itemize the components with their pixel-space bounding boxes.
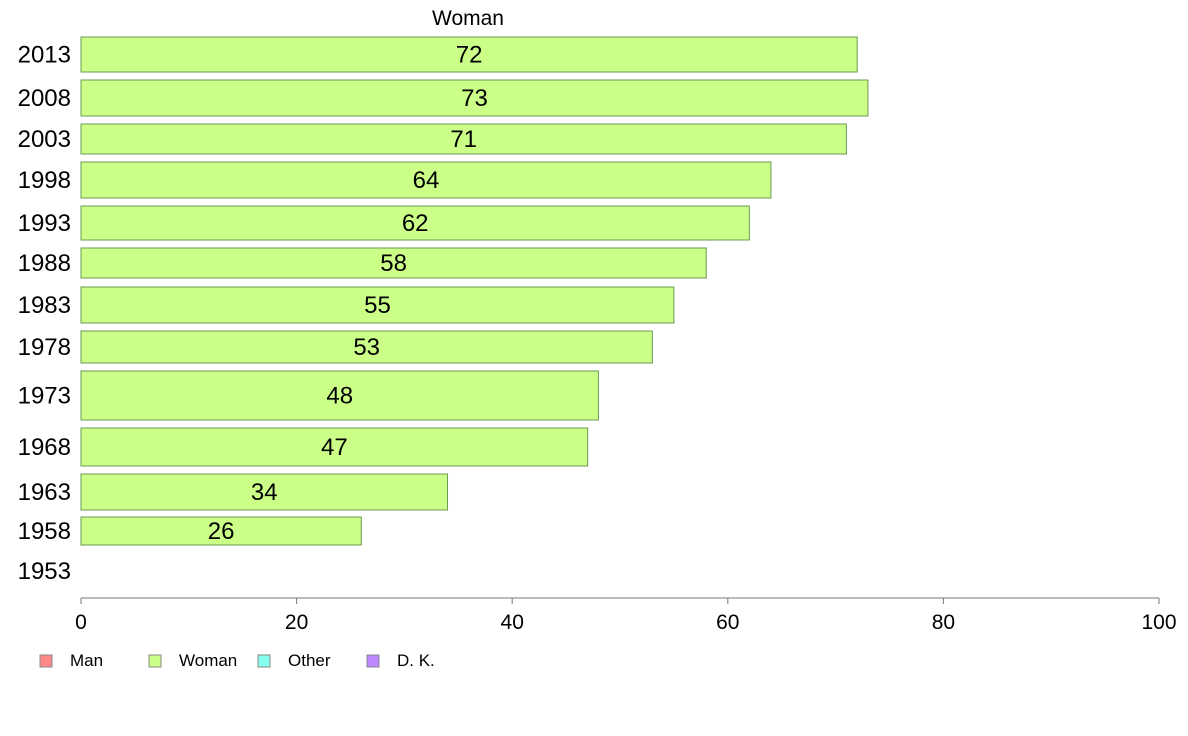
x-tick-label: 100 — [1141, 611, 1176, 634]
legend-label: D. K. — [397, 651, 435, 670]
bar-1993 — [80, 205, 750, 241]
x-tick-label: 20 — [285, 611, 308, 634]
category-label: 1963 — [18, 479, 71, 506]
data-label: 73 — [461, 85, 488, 112]
bar-1978 — [80, 330, 653, 364]
x-axis: 0 20 40 60 80 100 — [75, 597, 1177, 634]
legend-swatch — [148, 654, 162, 668]
x-tick-label: 60 — [716, 611, 739, 634]
chart-title: Woman — [432, 7, 504, 30]
x-tick-label: 40 — [501, 611, 524, 634]
data-label: 71 — [450, 126, 477, 153]
legend-label: Man — [70, 651, 103, 670]
data-label: 72 — [456, 42, 483, 69]
data-label: 62 — [402, 210, 429, 237]
legend-label: Other — [288, 651, 331, 670]
category-label: 1958 — [18, 518, 71, 545]
category-label: 2008 — [18, 85, 71, 112]
legend-item-woman: Woman — [148, 651, 237, 670]
data-label: 26 — [208, 518, 235, 545]
bar-1983 — [80, 286, 675, 324]
data-label: 55 — [364, 292, 391, 319]
category-labels: 2013 2008 2003 1998 1993 1988 1983 1978 1973 1968… — [18, 42, 71, 586]
category-label: 1983 — [18, 292, 71, 319]
x-tick-label: 0 — [75, 611, 87, 634]
category-label: 1973 — [18, 383, 71, 410]
x-tick-label: 80 — [932, 611, 955, 634]
category-label: 1988 — [18, 250, 71, 277]
category-label: 1968 — [18, 434, 71, 461]
bar-2013 — [80, 36, 858, 73]
legend-item-d-k: D. K. — [366, 651, 435, 670]
legend-swatch — [366, 654, 380, 668]
legend-swatch — [39, 654, 53, 668]
data-label: 48 — [326, 383, 353, 410]
bar-1968 — [80, 427, 589, 467]
data-label: 34 — [251, 479, 278, 506]
legend-item-other: Other — [257, 651, 331, 670]
bar-1988 — [80, 247, 707, 279]
bar-1958 — [80, 516, 362, 546]
data-label: 64 — [413, 167, 440, 194]
legend-swatch — [257, 654, 271, 668]
legend-item-man: Man — [39, 651, 103, 670]
category-label: 1978 — [18, 334, 71, 361]
category-label: 1993 — [18, 210, 71, 237]
category-label: 2013 — [18, 42, 71, 69]
bar-2003 — [80, 123, 847, 155]
bar-1973 — [80, 370, 599, 421]
data-label: 58 — [380, 250, 407, 277]
bar-2008 — [80, 79, 869, 117]
legend: Man Woman Other D. K. — [39, 651, 435, 670]
bar-1998 — [80, 161, 772, 199]
data-label: 47 — [321, 434, 348, 461]
category-label: 2003 — [18, 126, 71, 153]
data-label: 53 — [353, 334, 380, 361]
bar-1963 — [80, 473, 449, 511]
category-label: 1953 — [18, 558, 71, 585]
legend-label: Woman — [179, 651, 237, 670]
category-label: 1998 — [18, 167, 71, 194]
